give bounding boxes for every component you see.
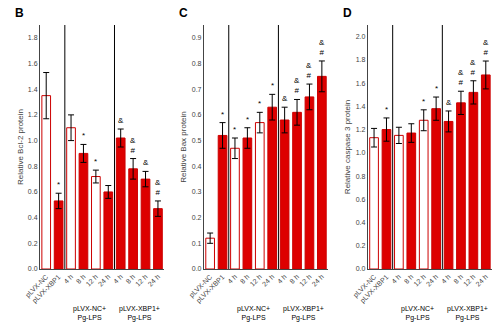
svg-text:1.0: 1.0 <box>28 137 38 144</box>
svg-text:&: & <box>143 158 149 167</box>
svg-text:pLVX-XBP1+Pg-LPS: pLVX-XBP1+Pg-LPS <box>283 305 324 322</box>
svg-text:*: * <box>94 157 97 166</box>
svg-text:0.3: 0.3 <box>192 188 202 195</box>
svg-text:pLVX-NC+Pg-LPS: pLVX-NC+Pg-LPS <box>401 305 434 322</box>
svg-text:pLVX-NC: pLVX-NC <box>24 273 50 299</box>
svg-text:0.4: 0.4 <box>356 219 366 226</box>
svg-text:0.0: 0.0 <box>28 265 38 272</box>
svg-text:pLVX-XBP1: pLVX-XBP1 <box>31 273 63 305</box>
svg-text:8 h: 8 h <box>239 273 251 285</box>
svg-text:8 h: 8 h <box>288 273 300 285</box>
svg-text:*: * <box>271 81 274 90</box>
svg-text:1.0: 1.0 <box>356 149 366 156</box>
svg-text:0.6: 0.6 <box>28 188 38 195</box>
svg-text:0.6: 0.6 <box>356 196 366 203</box>
svg-text:pLVX-XBP1+Pg-LPS: pLVX-XBP1+Pg-LPS <box>447 305 488 322</box>
svg-text:B: B <box>15 6 24 20</box>
svg-text:pLVX-XBP1: pLVX-XBP1 <box>195 273 227 305</box>
svg-text:C: C <box>179 6 188 20</box>
svg-text:0.2: 0.2 <box>192 214 202 221</box>
svg-text:Relative Bax protein: Relative Bax protein <box>179 111 188 183</box>
svg-text:0.2: 0.2 <box>356 242 366 249</box>
svg-text:1.6: 1.6 <box>28 60 38 67</box>
svg-text:12 h: 12 h <box>84 273 99 288</box>
svg-text:4 h: 4 h <box>276 273 288 285</box>
svg-text:4 h: 4 h <box>390 273 402 285</box>
svg-text:0.1: 0.1 <box>192 240 202 247</box>
svg-text:&#: &# <box>470 58 476 77</box>
svg-text:&#: &# <box>306 61 312 80</box>
svg-text:*: * <box>435 84 438 93</box>
svg-text:8 h: 8 h <box>452 273 464 285</box>
svg-text:&#: &# <box>319 38 325 57</box>
svg-text:12 h: 12 h <box>462 273 477 288</box>
svg-text:24 h: 24 h <box>97 273 112 288</box>
svg-text:4 h: 4 h <box>112 273 124 285</box>
svg-text:0.7: 0.7 <box>192 86 202 93</box>
svg-text:0.0: 0.0 <box>356 265 366 272</box>
svg-text:pLVX-NC: pLVX-NC <box>188 273 214 299</box>
svg-text:12 h: 12 h <box>134 273 149 288</box>
svg-text:0.6: 0.6 <box>192 111 202 118</box>
svg-text:*: * <box>57 180 60 189</box>
svg-text:pLVX-NC+Pg-LPS: pLVX-NC+Pg-LPS <box>237 305 270 322</box>
svg-text:&#: &# <box>155 178 161 197</box>
svg-text:0.9: 0.9 <box>192 34 202 41</box>
svg-text:Relative caspase 3 protein: Relative caspase 3 protein <box>343 100 352 194</box>
svg-text:*: * <box>258 99 261 108</box>
svg-text:0.8: 0.8 <box>356 173 366 180</box>
svg-text:*: * <box>422 97 425 106</box>
svg-text:&#: &# <box>458 68 464 87</box>
svg-text:8 h: 8 h <box>403 273 415 285</box>
svg-text:1.4: 1.4 <box>356 103 366 110</box>
svg-text:pLVX-NC: pLVX-NC <box>352 273 378 299</box>
svg-text:24 h: 24 h <box>474 273 489 288</box>
svg-text:0.8: 0.8 <box>28 163 38 170</box>
svg-text:24 h: 24 h <box>147 273 162 288</box>
svg-text:1.4: 1.4 <box>28 86 38 93</box>
svg-text:*: * <box>385 105 388 114</box>
svg-text:&: & <box>282 94 288 103</box>
svg-text:0.2: 0.2 <box>28 240 38 247</box>
svg-text:&#: &# <box>294 76 300 95</box>
svg-text:12 h: 12 h <box>412 273 427 288</box>
svg-text:&: & <box>118 116 124 125</box>
svg-text:24 h: 24 h <box>310 273 325 288</box>
svg-text:pLVX-NC+Pg-LPS: pLVX-NC+Pg-LPS <box>73 305 106 322</box>
svg-text:24 h: 24 h <box>425 273 440 288</box>
svg-text:0.8: 0.8 <box>192 60 202 67</box>
svg-text:1.2: 1.2 <box>356 126 366 133</box>
svg-text:8 h: 8 h <box>75 273 87 285</box>
svg-text:0.4: 0.4 <box>192 163 202 170</box>
svg-text:*: * <box>233 125 236 134</box>
svg-text:D: D <box>343 6 352 20</box>
svg-text:&: & <box>446 98 452 107</box>
svg-text:12 h: 12 h <box>298 273 313 288</box>
svg-text:*: * <box>246 115 249 124</box>
svg-text:4 h: 4 h <box>62 273 74 285</box>
svg-text:0.4: 0.4 <box>28 214 38 221</box>
svg-text:0.0: 0.0 <box>192 265 202 272</box>
svg-text:pLVX-XBP1: pLVX-XBP1 <box>359 273 391 305</box>
svg-text:4 h: 4 h <box>440 273 452 285</box>
svg-text:1.8: 1.8 <box>356 56 366 63</box>
svg-text:1.8: 1.8 <box>28 34 38 41</box>
svg-text:&#: &# <box>483 38 489 57</box>
svg-text:pLVX-XBP1+Pg-LPS: pLVX-XBP1+Pg-LPS <box>119 305 160 322</box>
svg-text:2.0: 2.0 <box>356 33 366 40</box>
svg-text:*: * <box>221 110 224 119</box>
svg-text:24 h: 24 h <box>261 273 276 288</box>
svg-text:1.2: 1.2 <box>28 111 38 118</box>
svg-text:1.6: 1.6 <box>356 80 366 87</box>
svg-text:0.5: 0.5 <box>192 137 202 144</box>
svg-text:4 h: 4 h <box>226 273 238 285</box>
svg-text:Relative Bcl-2 protein: Relative Bcl-2 protein <box>16 109 25 185</box>
svg-text:8 h: 8 h <box>124 273 136 285</box>
svg-text:*: * <box>82 131 85 140</box>
svg-text:&#: &# <box>130 136 136 155</box>
svg-text:12 h: 12 h <box>248 273 263 288</box>
